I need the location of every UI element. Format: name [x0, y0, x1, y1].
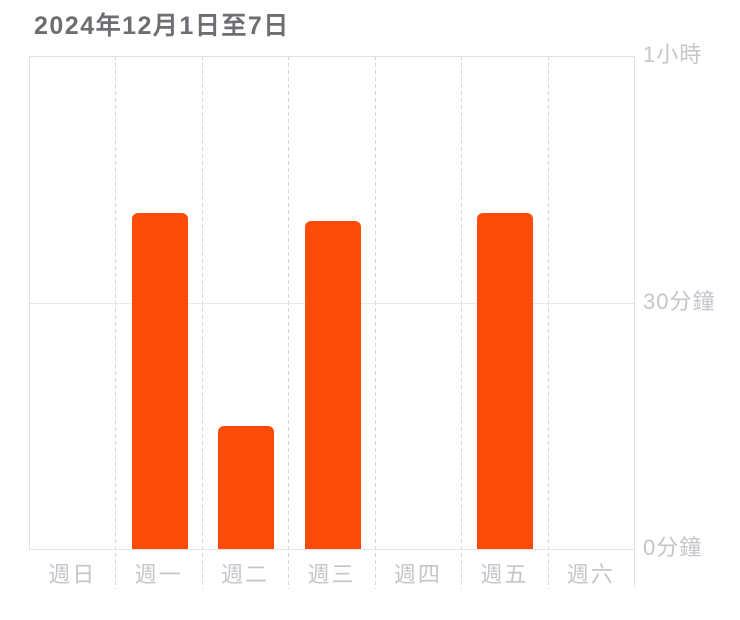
x-axis-label: 週六: [566, 562, 615, 587]
x-axis-labels: 週日 週一 週二 週三 週四 週五 週六: [29, 553, 634, 593]
page-title: 2024年12月1日至7日: [34, 12, 290, 40]
y-axis-label-30min: 30分鐘: [643, 289, 716, 314]
usage-bar[interactable]: [131, 212, 188, 549]
usage-bar[interactable]: [218, 426, 275, 549]
plot-area: [29, 56, 635, 550]
usage-bar[interactable]: [304, 221, 361, 549]
x-axis-label: 週二: [221, 562, 270, 587]
x-axis-label: 週四: [393, 562, 442, 587]
x-axis-label: 週五: [480, 562, 529, 587]
usage-bar[interactable]: [477, 212, 534, 549]
x-axis-label: 週一: [134, 562, 183, 587]
x-axis-label: 週三: [307, 562, 356, 587]
x-axis-label: 週日: [48, 562, 97, 587]
y-axis-label-0min: 0分鐘: [643, 535, 703, 560]
y-axis-label-1hour: 1小時: [643, 42, 703, 67]
